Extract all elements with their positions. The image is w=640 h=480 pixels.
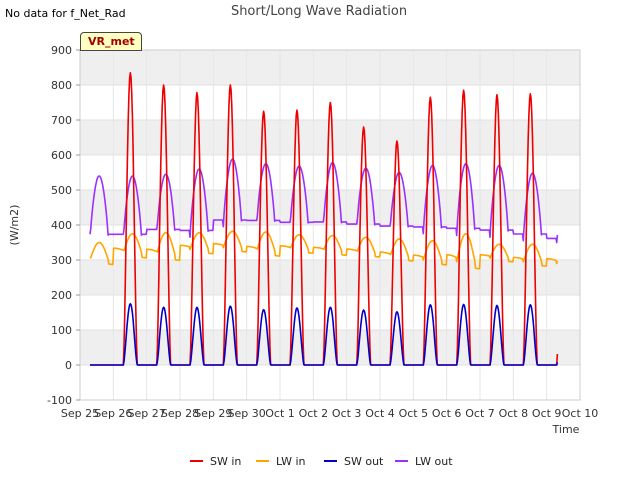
legend-label: SW in	[210, 455, 241, 468]
x-tick-label: Oct 3	[332, 407, 362, 420]
station-badge: VR_met	[80, 32, 142, 51]
y-axis-label: (W/m2)	[8, 205, 21, 246]
x-tick-label: Oct 5	[399, 407, 429, 420]
legend-label: LW out	[415, 455, 453, 468]
x-tick-label: Oct 6	[432, 407, 462, 420]
x-tick-label: Oct 8	[499, 407, 529, 420]
grid-band	[80, 260, 580, 295]
y-tick-label: 500	[51, 184, 72, 197]
y-tick-label: 300	[51, 254, 72, 267]
legend: SW in LW in SW out LW out	[190, 455, 453, 468]
x-tick-label: Sep 29	[194, 407, 232, 420]
series-line-sw-out	[89, 303, 559, 366]
legend-label: SW out	[344, 455, 384, 468]
y-tick-label: 400	[51, 219, 72, 232]
no-data-note: No data for f_Net_Rad	[5, 7, 126, 20]
legend-label: LW in	[276, 455, 306, 468]
y-tick-label: 200	[51, 289, 72, 302]
y-tick-label: 800	[51, 79, 72, 92]
x-tick-label: Sep 25	[61, 407, 99, 420]
grid-band	[80, 50, 580, 85]
x-tick-label: Oct 9	[532, 407, 562, 420]
grid-band	[80, 190, 580, 225]
y-tick-labels: -100 0 100 200 300 400 500 600 700 800 900	[47, 44, 80, 407]
chart-title: Short/Long Wave Radiation	[231, 4, 407, 19]
x-tick-label: Oct 1	[265, 407, 295, 420]
y-tick-label: 600	[51, 149, 72, 162]
grid-band	[80, 330, 580, 365]
series-layer	[89, 72, 559, 366]
y-tick-label: 700	[51, 114, 72, 127]
x-tick-label: Sep 28	[161, 407, 199, 420]
x-tick-label: Oct 4	[365, 407, 395, 420]
x-tick-label: Sep 26	[94, 407, 132, 420]
x-tick-label: Oct 2	[299, 407, 329, 420]
y-tick-label: 100	[51, 324, 72, 337]
grid-bands	[80, 50, 580, 365]
x-tick-label: Oct 7	[465, 407, 495, 420]
x-tick-label: Sep 30	[228, 407, 266, 420]
y-tick-label: 900	[51, 44, 72, 57]
x-tick-label: Oct 10	[562, 407, 599, 420]
series-line-lw-out	[89, 158, 559, 244]
x-axis-label: Time	[552, 423, 580, 436]
y-tick-label: 0	[65, 359, 72, 372]
grid-band	[80, 120, 580, 155]
y-tick-label: -100	[47, 394, 72, 407]
x-tick-label: Sep 27	[128, 407, 166, 420]
